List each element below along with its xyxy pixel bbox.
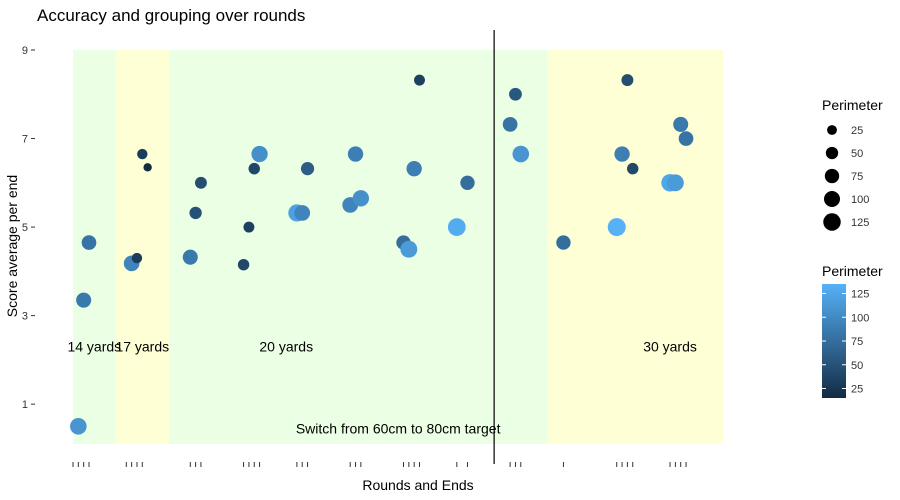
data-point xyxy=(137,148,148,160)
chart-title: Accuracy and grouping over rounds xyxy=(37,6,305,25)
data-point xyxy=(502,117,518,132)
data-point xyxy=(673,116,689,132)
legend-size: Perimeter 25 50 75 100 125 xyxy=(822,97,883,231)
data-point xyxy=(447,218,466,236)
band-label: 14 yards xyxy=(67,339,121,355)
data-point xyxy=(678,131,694,146)
legend-size-title: Perimeter xyxy=(822,97,883,113)
data-point xyxy=(509,87,522,101)
data-point xyxy=(300,162,315,176)
size-legend-key xyxy=(825,146,839,160)
size-legend-label: 25 xyxy=(851,125,863,137)
color-legend-label: 50 xyxy=(851,360,863,372)
color-legend-label: 25 xyxy=(851,384,863,396)
x-axis-title: Rounds and Ends xyxy=(362,477,473,493)
data-point xyxy=(194,176,207,189)
band-1 xyxy=(115,50,169,444)
y-axis-title: Score average per end xyxy=(4,175,20,317)
size-legend-key xyxy=(823,213,841,231)
legend-color-title: Perimeter xyxy=(822,263,883,279)
data-point xyxy=(666,174,684,192)
data-point xyxy=(189,206,202,220)
data-point xyxy=(460,175,475,190)
annotation-text: Switch from 60cm to 80cm target xyxy=(296,421,501,437)
data-point xyxy=(243,221,255,233)
band-label: 30 yards xyxy=(643,339,697,355)
data-point xyxy=(294,205,311,221)
data-point xyxy=(556,235,571,250)
data-point xyxy=(248,162,260,175)
data-point xyxy=(143,163,152,172)
size-legend-label: 75 xyxy=(851,171,863,183)
y-tick-label: 9 xyxy=(22,45,28,57)
data-point xyxy=(251,145,268,163)
data-points xyxy=(70,74,694,435)
data-point xyxy=(414,74,425,86)
size-legend-label: 100 xyxy=(851,194,869,206)
band-2 xyxy=(168,50,548,444)
y-axis: 1 3 5 7 9 xyxy=(22,45,35,411)
y-tick-label: 7 xyxy=(22,134,28,146)
size-legend-label: 125 xyxy=(851,217,869,229)
background-bands xyxy=(73,50,724,444)
data-point xyxy=(182,249,198,265)
data-point xyxy=(614,146,630,162)
legend-color: Perimeter 25 50 75 100 125 xyxy=(822,263,883,398)
size-legend-key xyxy=(824,168,840,184)
data-point xyxy=(621,74,634,87)
data-point xyxy=(347,146,364,162)
band-3 xyxy=(547,50,724,444)
x-axis xyxy=(72,462,687,467)
band-label: 20 yards xyxy=(259,339,313,355)
band-label: 17 yards xyxy=(115,339,169,355)
data-point xyxy=(627,162,639,175)
data-point xyxy=(81,235,97,250)
data-point xyxy=(352,190,370,207)
color-legend-label: 125 xyxy=(851,289,869,301)
data-point xyxy=(76,292,92,308)
size-legend-key xyxy=(824,191,840,207)
size-legend-key xyxy=(827,125,837,135)
y-tick-label: 5 xyxy=(22,222,28,234)
y-tick-label: 1 xyxy=(22,399,28,411)
y-tick-label: 3 xyxy=(22,311,28,323)
data-point xyxy=(406,160,422,177)
data-point xyxy=(512,145,530,163)
data-point xyxy=(400,240,418,258)
size-legend-label: 50 xyxy=(851,148,863,160)
color-legend-label: 75 xyxy=(851,336,863,348)
data-point xyxy=(237,258,250,271)
data-point xyxy=(70,417,87,435)
data-point xyxy=(131,252,143,264)
data-point xyxy=(607,218,626,237)
color-legend-label: 100 xyxy=(851,312,869,324)
